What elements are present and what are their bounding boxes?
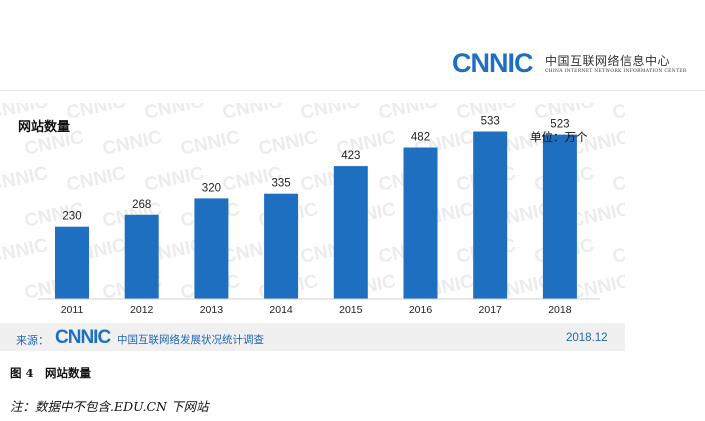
- source-prefix: 来源：: [16, 334, 49, 347]
- x-tick-2017: 2017: [479, 304, 503, 316]
- bar-2018: [542, 134, 577, 299]
- watermark-text: CNNIC: [179, 127, 242, 160]
- value-label-2016: 482: [411, 132, 430, 144]
- watermark-text: CNNIC: [65, 103, 128, 124]
- watermark-text: CNNIC: [377, 103, 440, 124]
- watermark-text: CNNIC: [569, 199, 625, 232]
- cnnic-logo-mark: CNNIC: [452, 48, 533, 78]
- bar-2011: [55, 226, 89, 299]
- watermark-text: CNNIC: [0, 235, 50, 268]
- value-label-2017: 533: [481, 116, 500, 128]
- watermark-text: CNNIC: [611, 163, 625, 196]
- watermark-text: CNNIC: [65, 163, 128, 196]
- x-tick-2015: 2015: [339, 304, 363, 316]
- figure-note: 注：数据中不包含.EDU.CN 下网站: [10, 399, 209, 414]
- watermark-text: CNNIC: [611, 235, 625, 268]
- figure-caption: 图 4 网站数量: [10, 366, 92, 380]
- watermark-text: CNNIC: [299, 103, 362, 124]
- bar-2013: [194, 198, 229, 299]
- x-tick-2014: 2014: [269, 304, 293, 316]
- tick-labels-layer: 2011 2012 2013 2014 2015 2016 2017 2018: [61, 304, 572, 316]
- bar-2012: [124, 214, 159, 299]
- cnnic-logo-chinese-name: 中国互联网络信息中心: [545, 54, 671, 68]
- bar-2014: [264, 193, 299, 299]
- bar-chart: CNNIC CNNIC CNNIC CNNIC CNNIC CNNIC CNNIC CNNIC…: [0, 103, 625, 316]
- watermark-text: CNNIC: [0, 163, 50, 196]
- source-date: 2018.12: [566, 332, 608, 344]
- watermark-text: CNNIC: [143, 103, 206, 124]
- cnnic-header-logo: CNNIC 中国互联网络信息中心 CHINA INTERNET NETWORK …: [452, 50, 692, 80]
- bars-layer: [55, 131, 577, 299]
- source-cnnic-logo: CNNIC: [55, 327, 111, 348]
- value-label-2015: 423: [341, 150, 360, 162]
- value-label-2012: 268: [132, 199, 151, 211]
- value-label-2011: 230: [62, 211, 81, 223]
- source-bar: [0, 323, 625, 351]
- watermark-text: CNNIC: [611, 103, 625, 124]
- watermark-text: CNNIC: [143, 163, 206, 196]
- bar-2015: [333, 166, 368, 299]
- watermark-text: CNNIC: [221, 103, 284, 124]
- unit-label: 单位：万个: [530, 130, 588, 144]
- x-tick-2018: 2018: [548, 304, 572, 316]
- header-divider: [0, 90, 705, 91]
- value-label-2018: 523: [550, 119, 569, 131]
- watermark-text: CNNIC: [257, 127, 320, 160]
- chart-title: 网站数量: [18, 120, 71, 135]
- source-survey-name: 中国互联网络发展状况统计调查: [117, 334, 264, 346]
- value-labels-layer: 230 268 320 335 423 482 533 523: [62, 116, 569, 223]
- bar-2016: [403, 147, 438, 299]
- value-label-2014: 335: [272, 178, 291, 190]
- x-tick-2013: 2013: [200, 304, 224, 316]
- x-tick-2012: 2012: [130, 304, 154, 316]
- value-label-2013: 320: [202, 182, 221, 194]
- watermark-text: CNNIC: [101, 127, 164, 160]
- x-tick-2016: 2016: [409, 304, 433, 316]
- cnnic-logo-english-name: CHINA INTERNET NETWORK INFORMATION CENTE…: [545, 69, 687, 74]
- chart-panel: CNNIC CNNIC CNNIC CNNIC CNNIC CNNIC CNNIC CNNIC…: [0, 103, 625, 351]
- x-tick-2011: 2011: [61, 304, 84, 316]
- bar-2017: [473, 131, 508, 299]
